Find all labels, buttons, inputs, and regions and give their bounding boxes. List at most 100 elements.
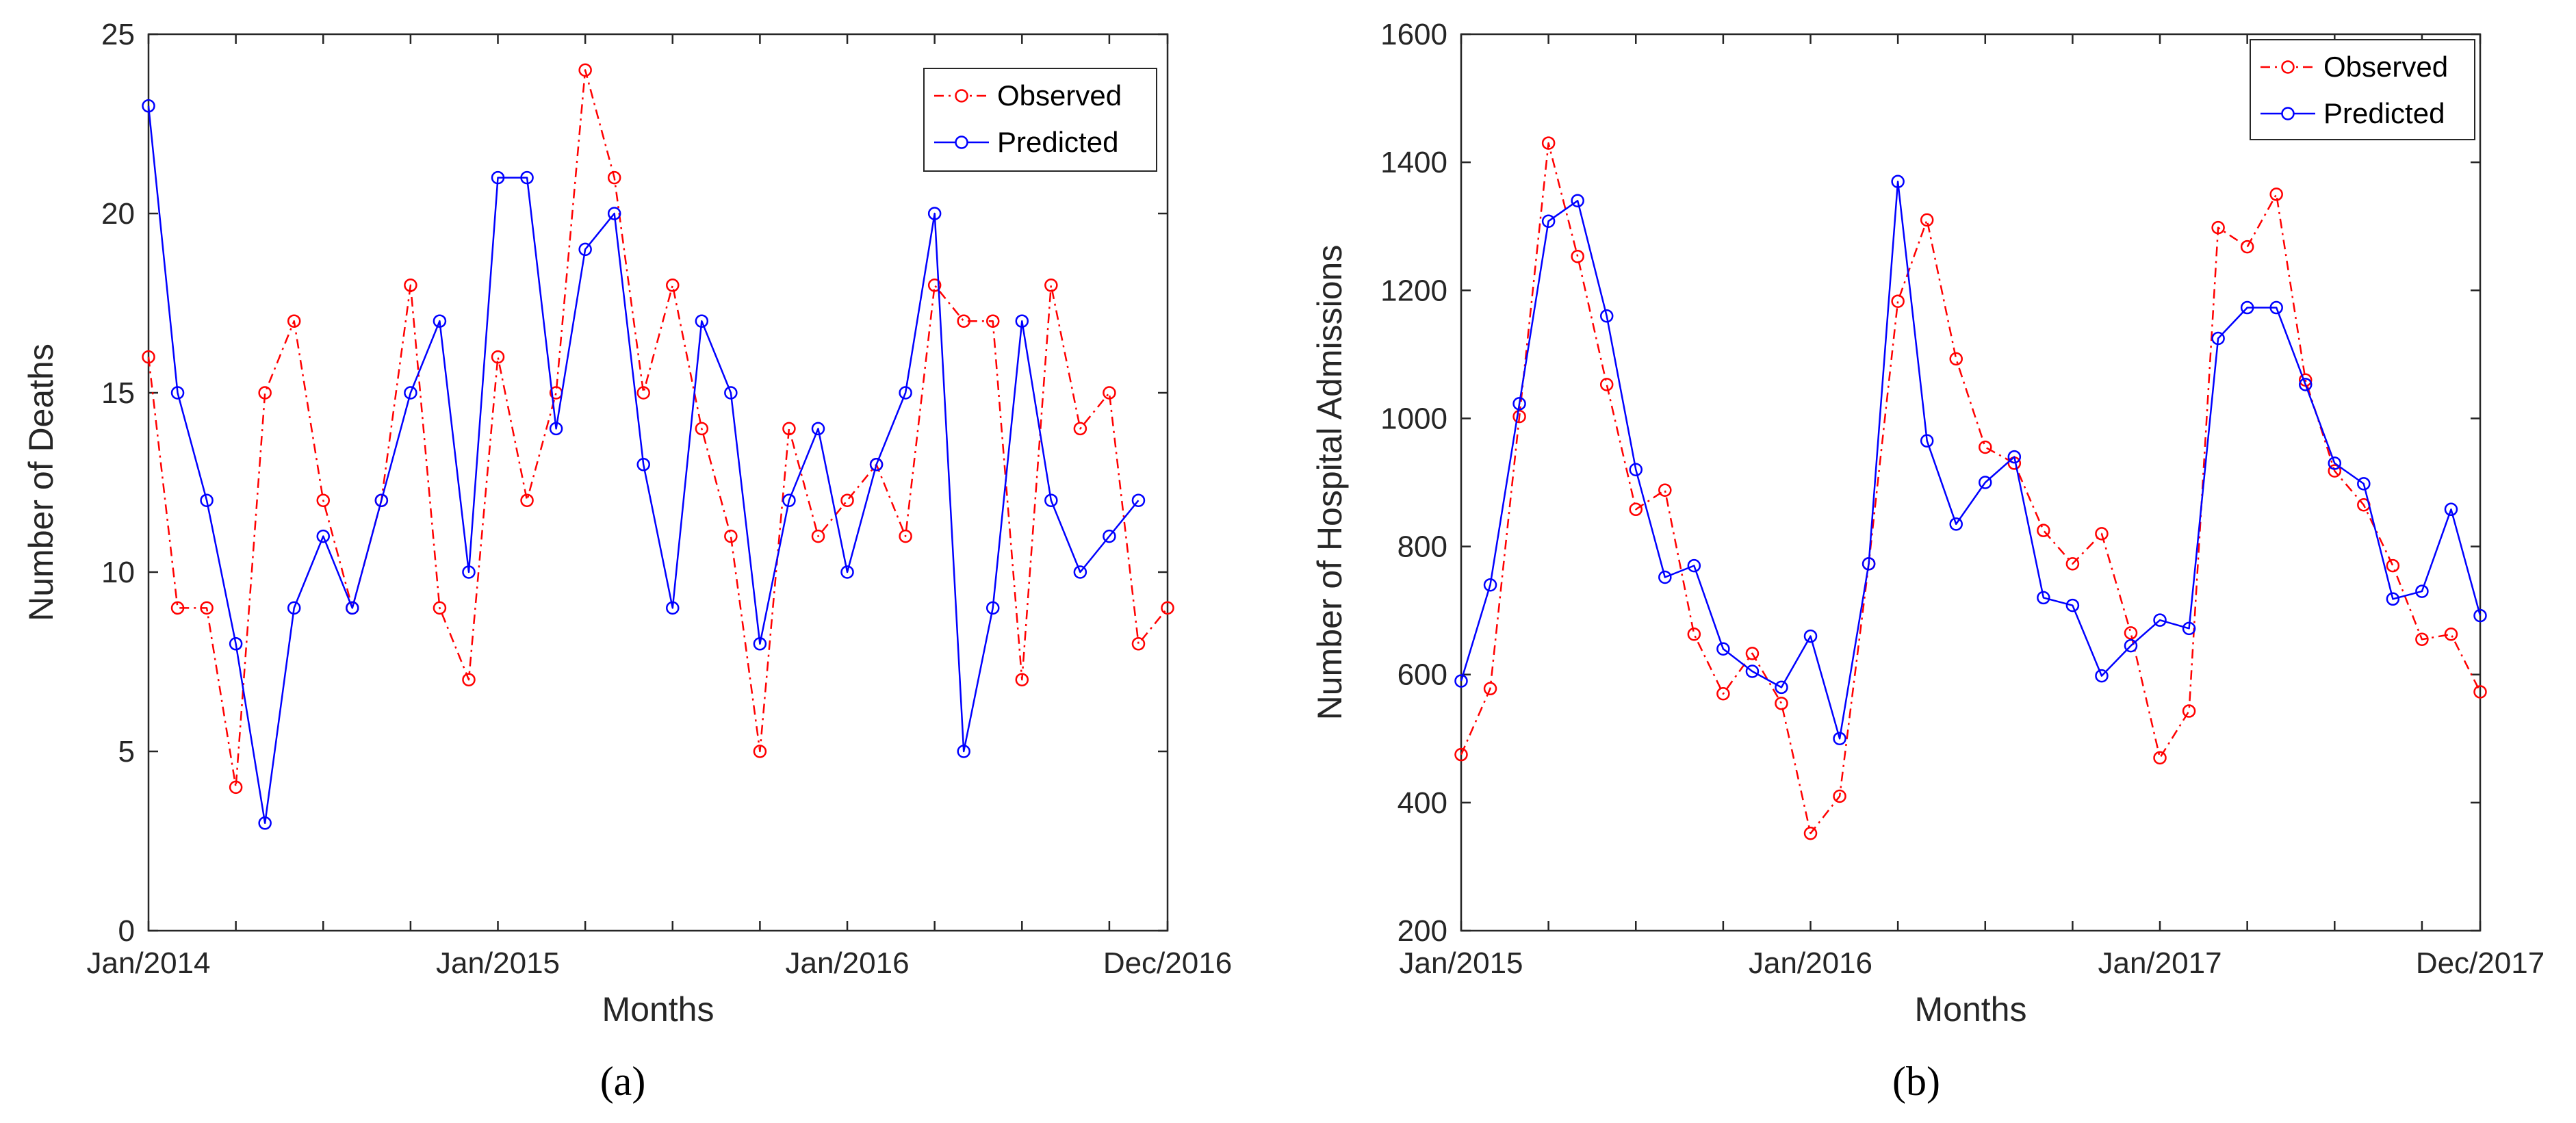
data-point-observed xyxy=(1833,789,1846,803)
data-point-predicted xyxy=(1599,309,1614,323)
data-point-predicted xyxy=(1687,558,1701,573)
data-point-predicted xyxy=(346,601,359,615)
data-point-observed xyxy=(1599,378,1614,391)
data-point-observed xyxy=(2240,240,2254,254)
x-axis-label: Months xyxy=(602,990,714,1029)
data-point-observed xyxy=(2269,188,2283,201)
data-point-predicted xyxy=(1015,314,1029,328)
data-point-predicted xyxy=(2007,450,2022,464)
data-point-observed xyxy=(404,279,417,292)
data-point-predicted xyxy=(1775,680,1788,695)
series-line-predicted xyxy=(147,105,1139,825)
data-point-observed xyxy=(1541,136,1556,150)
data-point-predicted xyxy=(1862,557,1876,571)
data-point-predicted xyxy=(258,816,272,830)
data-point-predicted xyxy=(142,99,155,113)
data-point-observed xyxy=(1512,409,1526,424)
y-tick-label: 1400 xyxy=(1380,146,1447,179)
data-point-predicted xyxy=(1483,578,1497,592)
data-point-observed xyxy=(2037,524,2050,537)
data-point-predicted xyxy=(549,422,563,436)
data-point-observed xyxy=(927,279,942,292)
series-line-observed xyxy=(1460,142,2482,835)
data-point-observed xyxy=(695,422,709,436)
legend-swatch-marker-predicted xyxy=(2281,107,2295,120)
data-point-predicted xyxy=(1803,629,1818,643)
y-tick-label: 20 xyxy=(101,197,135,231)
data-point-observed xyxy=(1044,279,1058,292)
data-point-observed xyxy=(986,314,1000,328)
data-point-observed xyxy=(2124,626,2138,640)
data-point-predicted xyxy=(2124,638,2138,653)
data-point-observed xyxy=(666,279,680,292)
data-point-predicted xyxy=(986,601,1000,615)
data-point-predicted xyxy=(462,565,476,579)
data-point-predicted xyxy=(200,493,214,507)
data-point-predicted xyxy=(1979,476,1992,489)
data-point-predicted xyxy=(520,170,534,185)
x-tick-label: Jan/2015 xyxy=(1399,946,1523,980)
data-point-observed xyxy=(229,780,243,795)
data-point-observed xyxy=(1103,386,1116,400)
y-tick-label: 1000 xyxy=(1380,402,1447,435)
data-point-predicted xyxy=(2065,598,2080,612)
data-point-observed xyxy=(2473,685,2487,699)
data-point-observed xyxy=(287,314,301,328)
data-point-predicted xyxy=(491,170,505,185)
plot-area-box xyxy=(147,33,1169,932)
data-point-predicted xyxy=(607,207,621,220)
data-point-observed xyxy=(258,386,272,400)
data-point-predicted xyxy=(1512,397,1526,411)
data-point-predicted xyxy=(1891,175,1905,188)
x-tick-label: Jan/2016 xyxy=(785,946,909,980)
series-line-predicted xyxy=(1460,180,2482,740)
data-point-predicted xyxy=(2444,502,2458,517)
data-point-predicted xyxy=(2386,592,2400,606)
data-point-observed xyxy=(811,529,825,543)
data-point-predicted xyxy=(666,601,680,615)
data-point-predicted xyxy=(1073,565,1087,579)
data-point-predicted xyxy=(1658,570,1672,584)
data-point-predicted xyxy=(753,637,767,651)
data-point-observed xyxy=(1687,628,1701,641)
x-axis-label: Months xyxy=(1915,990,2027,1029)
x-tick-label: Jan/2014 xyxy=(86,946,210,980)
data-point-predicted xyxy=(2211,331,2225,346)
data-point-predicted xyxy=(1454,674,1468,688)
data-point-predicted xyxy=(374,493,389,507)
data-point-predicted xyxy=(578,242,592,257)
figure-caption: (b) xyxy=(1892,1059,1940,1104)
y-axis-label: Number of Hospital Admissions xyxy=(1311,245,1349,721)
data-point-predicted xyxy=(316,529,331,543)
data-point-observed xyxy=(2328,464,2342,478)
y-tick-label: 1200 xyxy=(1380,274,1447,307)
y-tick-label: 1600 xyxy=(1380,18,1447,51)
y-tick-label: 15 xyxy=(101,376,135,410)
data-point-predicted xyxy=(404,386,417,400)
data-point-predicted xyxy=(2415,584,2429,598)
data-point-predicted xyxy=(287,601,301,615)
y-tick-label: 0 xyxy=(118,914,135,948)
data-point-observed xyxy=(2182,704,2196,718)
chart-a: 0 5 10 15 20 25 Jan/2014 Jan/2015 Jan/2016 Dec/20… xyxy=(22,18,1232,1104)
data-point-predicted xyxy=(869,458,884,472)
data-point-predicted xyxy=(2357,477,2371,491)
data-point-predicted xyxy=(1949,517,1963,531)
legend-box xyxy=(923,68,1157,172)
data-point-observed xyxy=(782,422,796,436)
data-point-predicted xyxy=(1745,664,1760,678)
data-point-observed xyxy=(1979,440,1992,454)
data-point-observed xyxy=(2211,220,2225,235)
data-point-observed xyxy=(1454,747,1468,762)
data-point-observed xyxy=(1745,647,1760,660)
data-point-observed xyxy=(840,493,854,507)
data-point-observed xyxy=(1658,483,1672,497)
data-point-observed xyxy=(316,493,331,507)
data-point-predicted xyxy=(1541,214,1556,228)
data-point-observed xyxy=(2065,557,2080,571)
data-point-observed xyxy=(1629,502,1643,517)
data-point-observed xyxy=(957,314,970,328)
data-point-predicted xyxy=(2240,300,2254,315)
data-point-observed xyxy=(1073,422,1087,436)
data-point-observed xyxy=(1716,687,1730,701)
